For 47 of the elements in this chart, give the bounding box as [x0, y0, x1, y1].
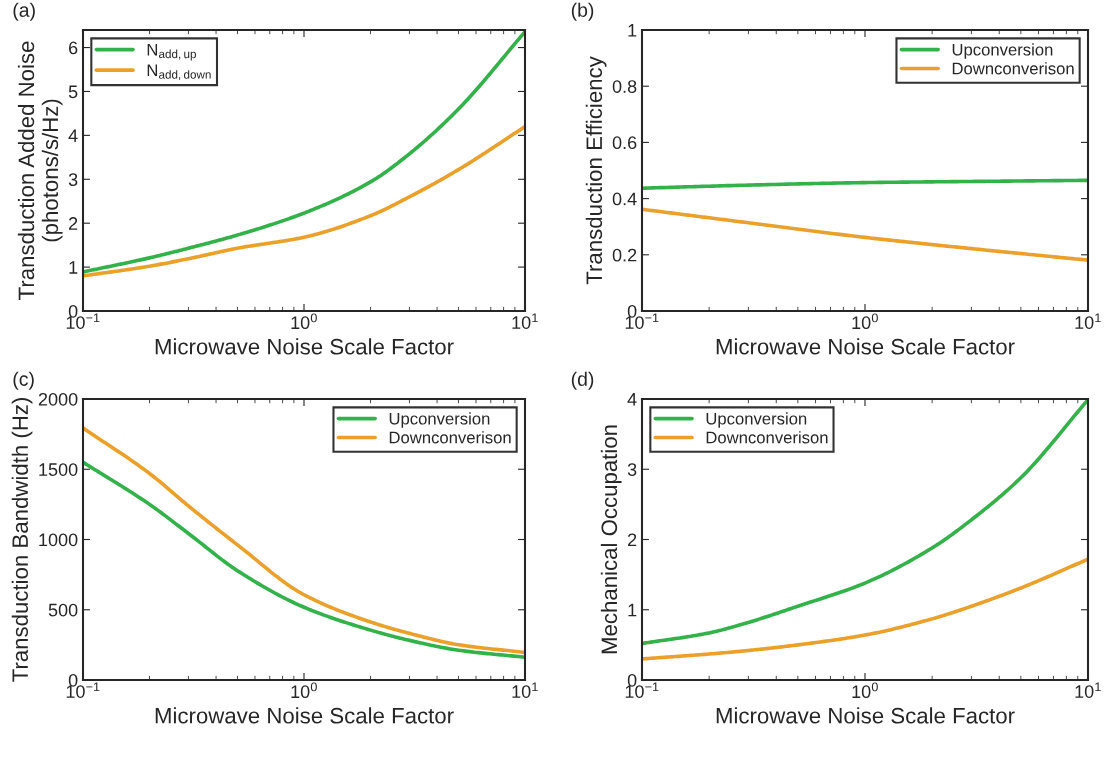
x-axis-title: Microwave Noise Scale Factor	[155, 338, 454, 355]
legend-label: Upconversion	[389, 412, 490, 428]
y-tick-label: 1000	[39, 533, 78, 547]
y-tick-label: 1	[628, 24, 637, 37]
x-tick-label: 10$^{0}$	[852, 313, 878, 330]
y-tick-label: 1	[69, 261, 78, 274]
y-axis-title: Transduction Bandwidth (Hz)	[11, 398, 33, 682]
x-tick-label: 10$^{0}$	[852, 682, 878, 699]
y-tick-label: 2000	[38, 392, 78, 406]
x-tick-label: 10$^{0}$	[291, 313, 317, 330]
y-tick-label: 5	[68, 85, 78, 99]
legend-label: Downconverison	[952, 62, 1074, 75]
y-axis-title: Transduction Added Noise (photons/s/Hz)	[17, 41, 63, 300]
y-tick-label: 3	[68, 173, 78, 186]
y-tick-label: 0.2	[612, 248, 637, 262]
y-tick-label: 6	[69, 41, 78, 55]
chart-title: (c)	[13, 371, 34, 390]
x-axis-title: Microwave Noise Scale Factor	[716, 338, 1015, 355]
x-axis-title: Microwave Noise Scale Factor	[155, 707, 454, 724]
legend-label: Downconverison	[389, 431, 511, 444]
legend-label: N$_{add,up}$	[147, 43, 196, 61]
y-tick-label: 0.4	[612, 192, 637, 206]
x-tick-label: 10$^{1}$	[1075, 313, 1101, 329]
y-tick-label: 2	[628, 533, 637, 547]
chart-title: (d)	[571, 371, 594, 390]
y-tick-label: 4	[627, 393, 637, 406]
chart-title: (a)	[13, 2, 35, 21]
legend-label: Downconverison	[706, 431, 828, 444]
y-tick-label: 2	[69, 217, 78, 230]
y-axis-title: Transduction Efficiency	[585, 56, 607, 285]
legend-label: Upconversion	[952, 43, 1053, 59]
y-tick-label: 3	[627, 463, 637, 476]
legend-label: Upconversion	[706, 412, 807, 428]
x-axis-title: Microwave Noise Scale Factor	[716, 707, 1015, 724]
y-tick-label: 4	[68, 129, 78, 142]
legend-label: N$_{add,down}$	[147, 64, 211, 81]
y-tick-label: 0.8	[612, 80, 637, 93]
x-tick-label: 10$^{0}$	[291, 682, 317, 699]
y-tick-label: 1	[628, 603, 637, 617]
x-tick-label: 10$^{1}$	[1075, 682, 1101, 698]
x-tick-label: 10$^{1}$	[512, 313, 538, 329]
x-tick-label: 10$^{1}$	[512, 682, 538, 698]
y-tick-label: 1500	[39, 463, 78, 476]
y-tick-label: 500	[48, 603, 78, 617]
chart-title: (b)	[571, 2, 594, 21]
y-tick-label: 0.6	[612, 136, 637, 150]
y-axis-title: Mechanical Occupation	[600, 425, 622, 654]
